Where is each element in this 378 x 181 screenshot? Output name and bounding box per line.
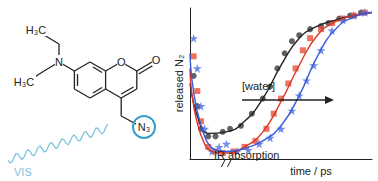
svg-text:released N₂: released N₂ [173,55,185,112]
svg-text:H₃C: H₃C [26,24,46,36]
svg-text:IR absorption: IR absorption [214,149,279,161]
svg-text:time / ps: time / ps [290,165,332,177]
svg-text:[water]: [water] [242,80,275,92]
svg-text:H₃C: H₃C [14,76,34,88]
svg-text:O: O [152,54,161,66]
svg-text:N₃: N₃ [138,121,150,133]
svg-text:N: N [55,56,63,68]
svg-text:O: O [117,56,126,68]
svg-text:VIS: VIS [14,166,32,178]
